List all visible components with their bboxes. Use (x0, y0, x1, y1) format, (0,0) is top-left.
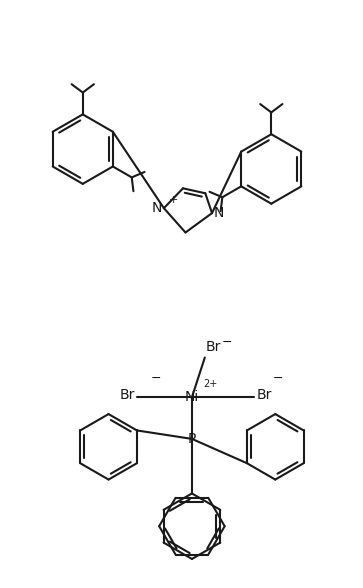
Text: 2+: 2+ (203, 379, 217, 389)
Text: +: + (169, 195, 178, 205)
Text: N: N (214, 206, 224, 220)
Text: Br: Br (120, 388, 135, 402)
Text: P: P (188, 432, 196, 446)
Text: Br: Br (256, 388, 272, 402)
Text: −: − (150, 372, 161, 385)
Text: Br: Br (206, 339, 221, 353)
Text: Ni: Ni (185, 390, 199, 404)
Text: −: − (222, 336, 232, 349)
Text: N: N (151, 201, 162, 215)
Text: −: − (272, 372, 283, 385)
